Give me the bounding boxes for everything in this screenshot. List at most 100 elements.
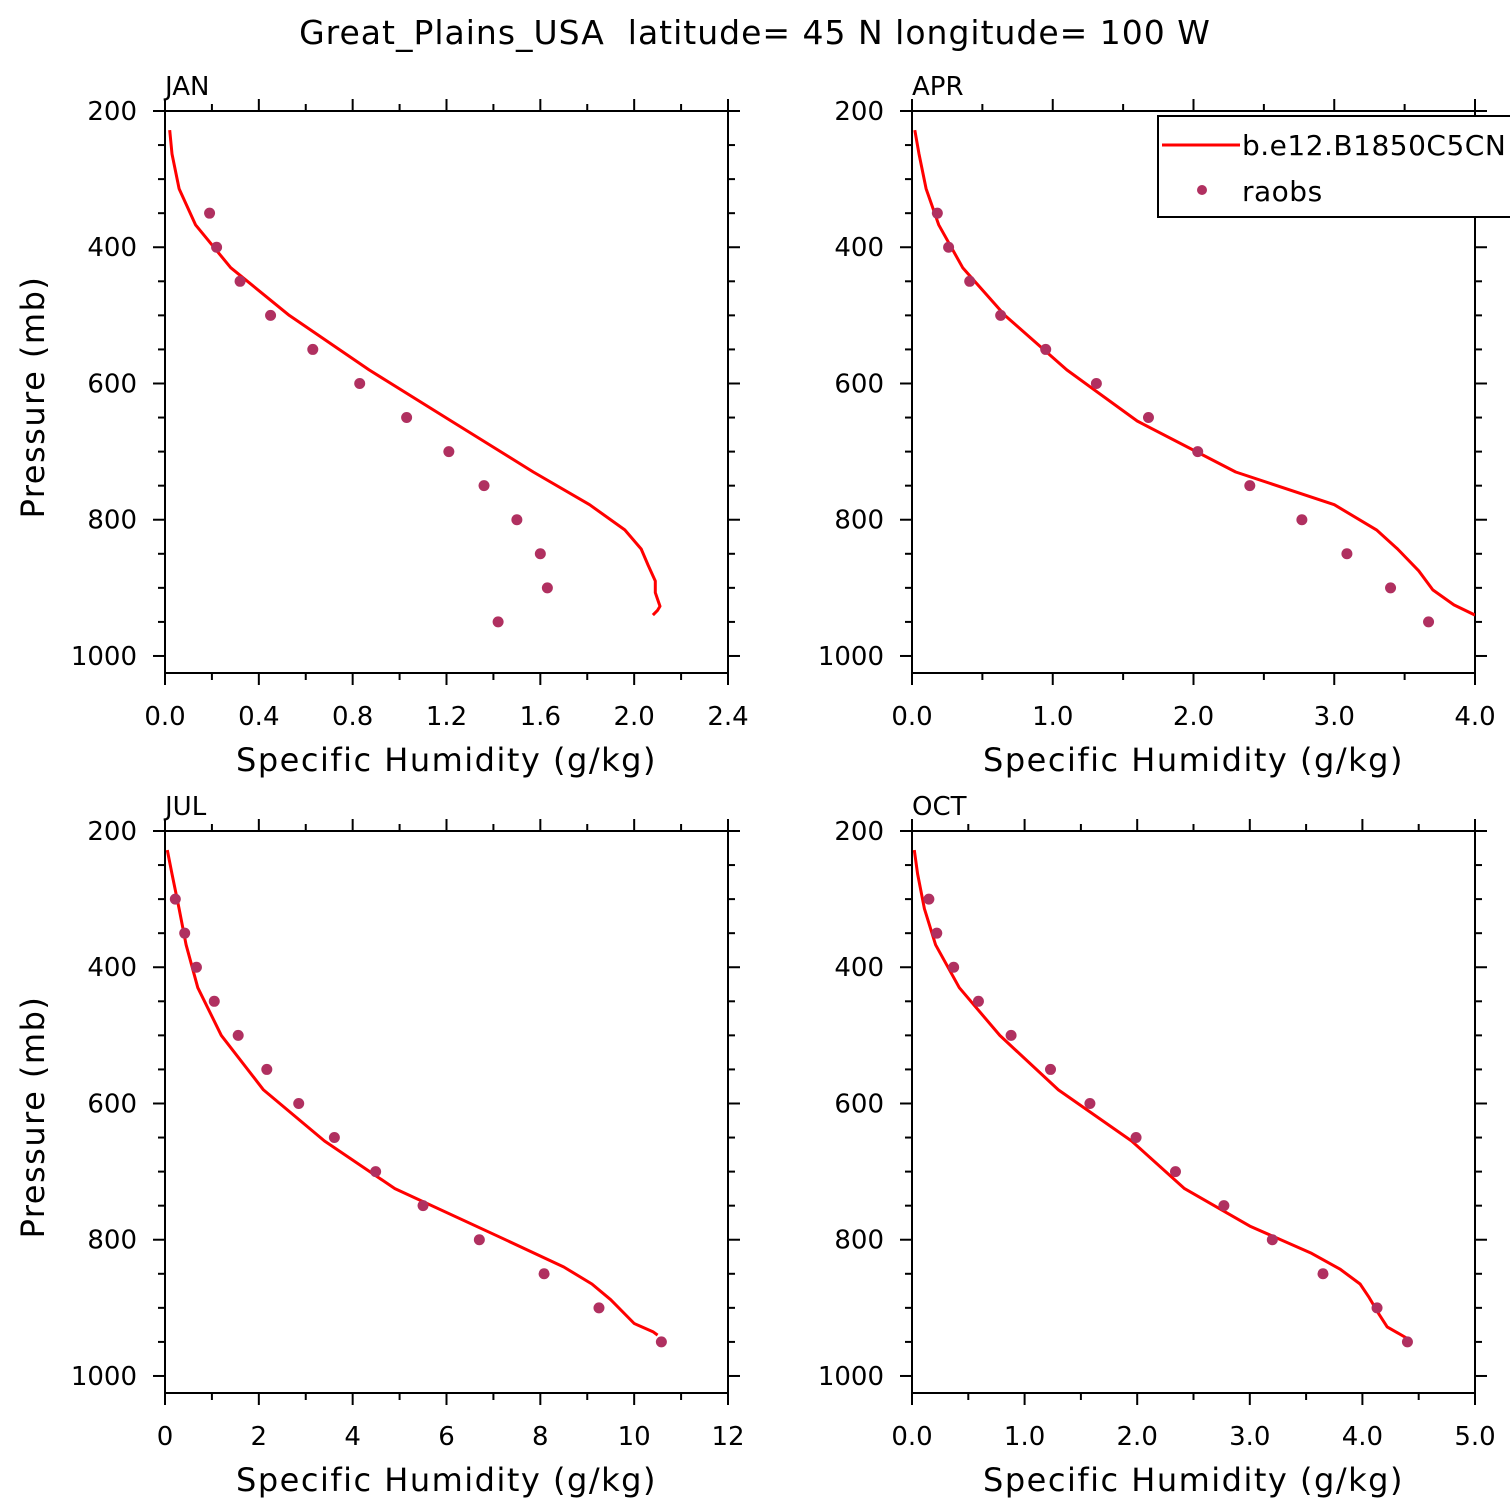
legend-model-label: b.e12.B1850C5CN <box>1242 129 1506 162</box>
raobs-point <box>478 480 490 492</box>
y-tick-label: 600 <box>834 1089 884 1119</box>
panel-jan: JAN 0.0 0.4 0.8 1.2 1.6 2.0 2.4 200 400 600 800 1000… <box>14 72 749 779</box>
x-tick-label: 6 <box>438 1422 455 1452</box>
y-tick-label: 200 <box>834 817 884 847</box>
y-tick-label: 200 <box>87 817 137 847</box>
raobs-point <box>307 343 319 355</box>
panel-label-oct: OCT <box>912 792 967 822</box>
raobs-point <box>1218 1200 1230 1212</box>
raobs-point <box>511 514 523 526</box>
x-tick-label: 4 <box>344 1422 361 1452</box>
model-line-apr <box>913 129 1475 617</box>
y-tick-label: 400 <box>834 953 884 983</box>
x-tick-label: 2 <box>251 1422 268 1452</box>
y-tick-label: 1000 <box>71 642 137 672</box>
x-tick-label: 0.0 <box>144 702 185 732</box>
raobs-point <box>1005 1029 1017 1041</box>
raobs-point <box>931 207 943 219</box>
raobs-point <box>401 412 413 424</box>
raobs-point <box>204 207 216 219</box>
legend-obs-marker <box>1197 185 1207 195</box>
y-tick-label: 600 <box>87 369 137 399</box>
figure-title: Great_Plains_USA latitude= 45 N longitud… <box>299 13 1211 52</box>
raobs-point <box>1317 1268 1329 1280</box>
y-axis-label: Pressure (mb) <box>14 996 52 1239</box>
raobs-point <box>1040 343 1052 355</box>
raobs-point <box>1090 377 1102 389</box>
x-tick-label: 2.0 <box>1173 702 1214 732</box>
raobs-point <box>923 893 935 905</box>
panel-oct: OCT 0.0 1.0 2.0 3.0 4.0 5.0 200 400 600 800 1000 Spe… <box>818 792 1496 1499</box>
raobs-point <box>1296 514 1308 526</box>
raobs-point <box>1385 582 1397 594</box>
raobs-point <box>179 927 191 939</box>
plot-frame <box>911 830 1476 1394</box>
model-line-jan <box>168 129 662 617</box>
raobs-point <box>190 961 202 973</box>
raobs-point <box>1266 1234 1278 1246</box>
raobs-point <box>293 1097 305 1109</box>
raobs-point <box>417 1200 429 1212</box>
raobs-point <box>948 961 960 973</box>
x-tick-label: 1.2 <box>426 702 467 732</box>
y-axis-label: Pressure (mb) <box>14 276 52 519</box>
panel-jul: JUL 0 2 4 6 8 10 12 200 400 600 800 1000 Specific Hum… <box>14 792 745 1499</box>
raobs-point <box>1084 1097 1096 1109</box>
legend-obs-label: raobs <box>1242 175 1323 208</box>
x-tick-label: 2.0 <box>613 702 654 732</box>
plot-frame <box>164 110 729 674</box>
panel-apr: APR 0.0 1.0 2.0 3.0 4.0 200 400 600 800 1000 Specif… <box>818 72 1496 779</box>
raobs-point <box>541 582 553 594</box>
raobs-point <box>1244 480 1256 492</box>
raobs-point <box>370 1166 382 1178</box>
raobs-point <box>1044 1063 1056 1075</box>
x-tick-label: 0 <box>157 1422 174 1452</box>
raobs-point <box>354 377 366 389</box>
x-tick-label: 0.0 <box>891 702 932 732</box>
y-tick-label: 400 <box>87 233 137 263</box>
raobs-point <box>931 927 943 939</box>
y-tick-label: 200 <box>834 97 884 127</box>
y-tick-label: 800 <box>87 1226 137 1256</box>
y-tick-label: 800 <box>834 506 884 536</box>
y-tick-label: 800 <box>87 506 137 536</box>
y-tick-label: 1000 <box>818 642 884 672</box>
x-tick-label: 0.4 <box>238 702 279 732</box>
y-tick-label: 800 <box>834 1226 884 1256</box>
raobs-point <box>538 1268 550 1280</box>
legend: b.e12.B1850C5CN raobs <box>1157 115 1510 218</box>
x-tick-label: 5.0 <box>1454 1422 1495 1452</box>
x-tick-label: 0.0 <box>891 1422 932 1452</box>
raobs-point <box>232 1029 244 1041</box>
x-axis-label: Specific Humidity (g/kg) <box>236 741 657 779</box>
raobs-point <box>1142 412 1154 424</box>
x-tick-label: 1.6 <box>520 702 561 732</box>
y-tick-label: 400 <box>834 233 884 263</box>
raobs-point <box>443 446 455 458</box>
raobs-point <box>534 548 546 560</box>
plot-frame <box>164 830 729 1394</box>
raobs-point <box>655 1336 667 1348</box>
raobs-point <box>972 995 984 1007</box>
raobs-point <box>964 275 976 287</box>
x-tick-label: 10 <box>618 1422 651 1452</box>
raobs-point <box>265 309 277 321</box>
raobs-point <box>1130 1132 1142 1144</box>
x-tick-label: 0.8 <box>332 702 373 732</box>
raobs-point <box>1423 616 1435 628</box>
y-tick-label: 400 <box>87 953 137 983</box>
model-line-oct <box>912 849 1409 1340</box>
y-tick-label: 1000 <box>71 1362 137 1392</box>
x-tick-label: 2.0 <box>1117 1422 1158 1452</box>
y-tick-label: 600 <box>834 369 884 399</box>
raobs-point <box>211 241 223 253</box>
y-tick-label: 1000 <box>818 1362 884 1392</box>
model-line-jul <box>165 849 659 1337</box>
panel-label-apr: APR <box>912 72 964 102</box>
x-tick-label: 2.4 <box>707 702 748 732</box>
raobs-point <box>169 893 181 905</box>
raobs-point <box>995 309 1007 321</box>
x-tick-label: 4.0 <box>1342 1422 1383 1452</box>
x-tick-label: 3.0 <box>1314 702 1355 732</box>
